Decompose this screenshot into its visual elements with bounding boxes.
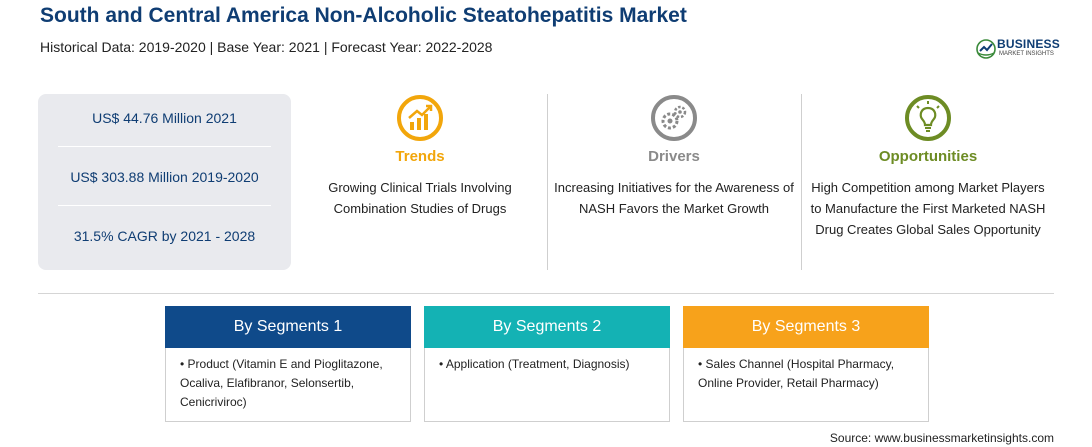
segment-3-header: By Segments 3 <box>683 306 929 348</box>
stat-market-size-historical: US$ 303.88 Million 2019-2020 <box>70 169 259 185</box>
segment-1-text: • Product (Vitamin E and Pioglitazone, O… <box>180 357 383 409</box>
column-divider <box>801 94 802 270</box>
stat-divider <box>58 146 271 147</box>
column-divider <box>547 94 548 270</box>
stat-divider <box>58 205 271 206</box>
drivers-card: Drivers Increasing Initiatives for the A… <box>554 94 794 274</box>
source-credit: Source: www.businessmarketinsights.com <box>829 431 1054 445</box>
segment-3-box: By Segments 3 • Sales Channel (Hospital … <box>683 306 929 422</box>
gears-icon <box>651 95 697 141</box>
business-logo: BUSINESS MARKET INSIGHTS <box>975 36 1065 62</box>
segment-2-header: By Segments 2 <box>424 306 670 348</box>
stats-panel: US$ 44.76 Million 2021 US$ 303.88 Millio… <box>38 94 291 270</box>
logo-name: BUSINESS <box>997 37 1060 51</box>
page-title: South and Central America Non-Alcoholic … <box>40 4 687 27</box>
stat-cagr: 31.5% CAGR by 2021 - 2028 <box>73 228 256 244</box>
segment-1-header: By Segments 1 <box>165 306 411 348</box>
trends-title: Trends <box>395 148 445 165</box>
drivers-text: Increasing Initiatives for the Awareness… <box>554 180 794 216</box>
opportunities-title: Opportunities <box>878 148 978 165</box>
segment-2-box: By Segments 2 • Application (Treatment, … <box>424 306 670 422</box>
trends-card: Trends Growing Clinical Trials Involving… <box>300 94 540 274</box>
growth-chart-icon <box>397 95 443 141</box>
drivers-title: Drivers <box>648 148 700 165</box>
trends-text: Growing Clinical Trials Involving Combin… <box>328 180 512 216</box>
segment-2-text: • Application (Treatment, Diagnosis) <box>439 357 630 371</box>
segment-1-box: By Segments 1 • Product (Vitamin E and P… <box>165 306 411 422</box>
logo-subtext: MARKET INSIGHTS <box>999 51 1054 57</box>
opportunities-card: Opportunities High Competition among Mar… <box>808 94 1048 274</box>
page-subtitle: Historical Data: 2019-2020 | Base Year: … <box>40 39 493 55</box>
stat-market-size-2021: US$ 44.76 Million 2021 <box>92 110 237 126</box>
section-divider <box>38 293 1054 294</box>
globe-logo-icon <box>976 39 996 59</box>
segment-3-text: • Sales Channel (Hospital Pharmacy, Onli… <box>698 357 895 390</box>
lightbulb-icon <box>905 95 951 141</box>
opportunities-text: High Competition among Market Players to… <box>810 180 1046 237</box>
